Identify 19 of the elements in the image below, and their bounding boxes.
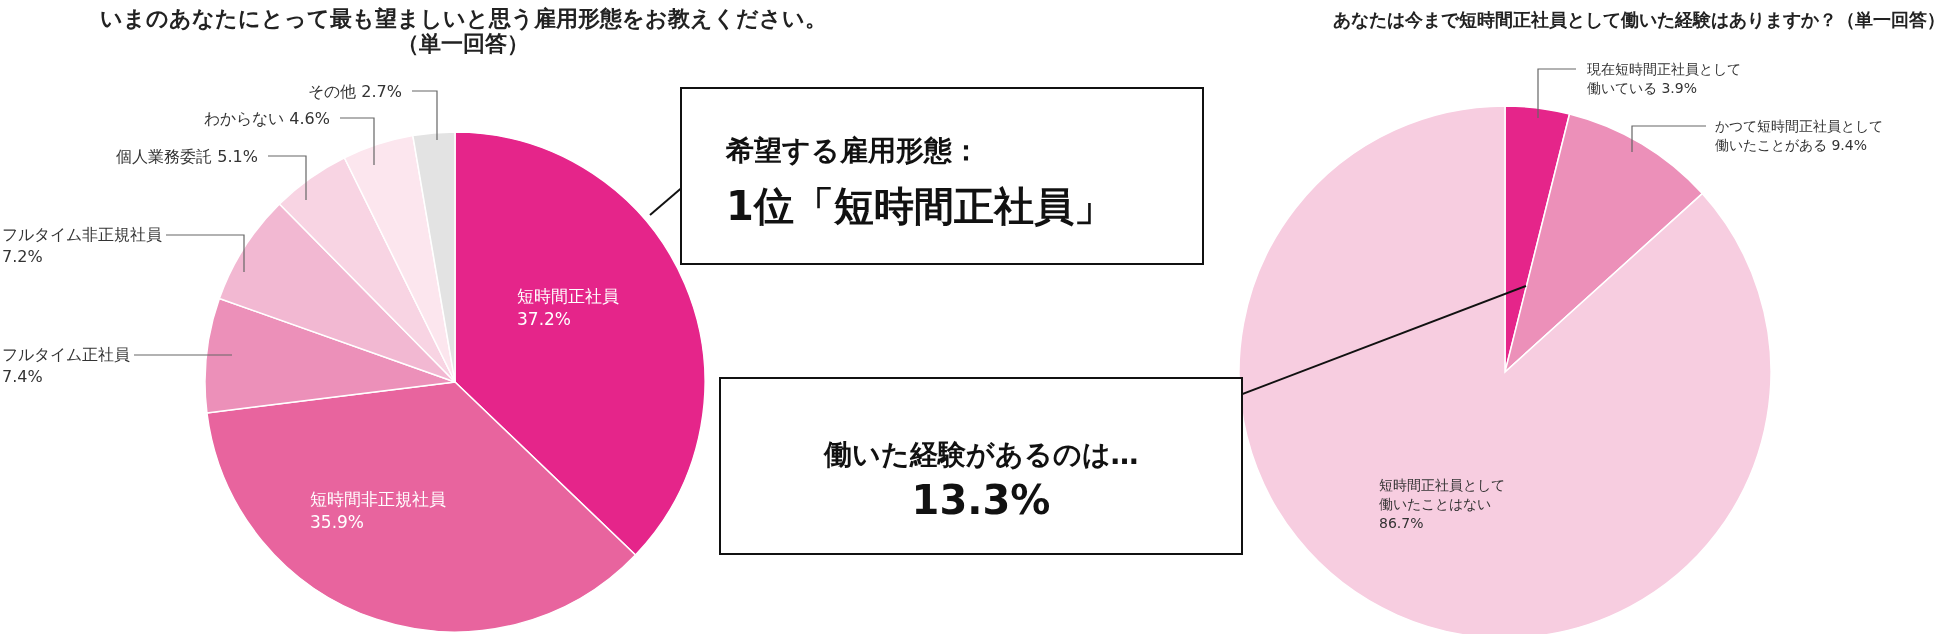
data-label: 37.2% xyxy=(517,308,572,329)
slice-label: わからない 4.6% xyxy=(204,109,330,128)
slice-label: かつて短時間正社員として働いたことがある 9.4% xyxy=(1715,118,1883,153)
chart-title: あなたは今まで短時間正社員として働いた経験はありますか？（単一回答） xyxy=(1333,9,1945,30)
text: 働いた経験があるのは… 13.3% xyxy=(822,438,1139,523)
slice-label: その他 2.7% xyxy=(308,82,402,101)
slice-label: フルタイム正社員 xyxy=(2,345,130,364)
slice-label: 個人業務委託 5.1% xyxy=(116,147,258,166)
slice-label: 現在短時間正社員として働いている 3.9% xyxy=(1587,61,1741,96)
slice-label: 短時間正社員として働いたことはない xyxy=(1379,477,1505,512)
slice-label: フルタイム非正規社員 xyxy=(2,225,162,244)
data-label: 35.9% xyxy=(310,511,365,532)
data-label: 86.7% xyxy=(1379,514,1424,531)
data-label: 7.2% xyxy=(2,246,43,266)
data-label: 7.4% xyxy=(2,366,43,386)
slice-label: 短時間非正規社員 xyxy=(310,489,446,509)
chart-title: いまのあなたにとって最も望ましいと思う雇用形態をお教えください。（単一回答） xyxy=(99,6,827,57)
text: 希望する雇用形態： 1位「短時間正社員」 xyxy=(725,134,1114,229)
slice-label: 短時間正社員 xyxy=(517,286,619,306)
